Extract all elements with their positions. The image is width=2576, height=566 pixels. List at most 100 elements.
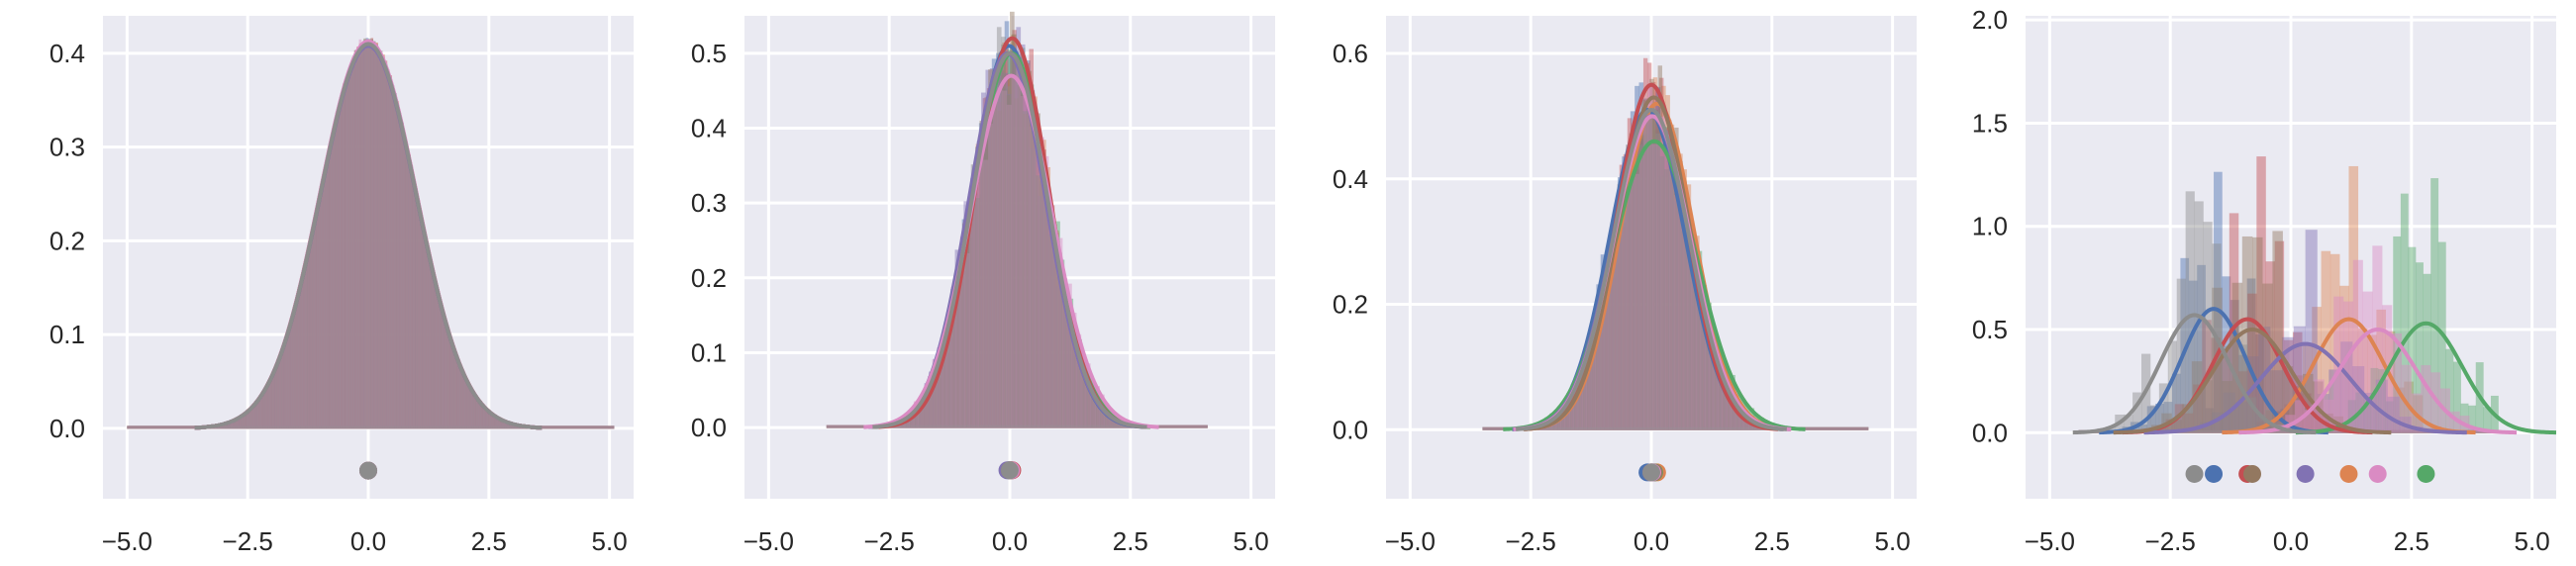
- histogram-bar: [305, 263, 308, 428]
- histogram-bar: [509, 423, 512, 428]
- histogram-bar: [1080, 357, 1086, 428]
- histogram-bar: [1108, 417, 1113, 428]
- histogram-bar: [1743, 418, 1748, 430]
- histogram-bar: [316, 208, 320, 428]
- histogram-bar: [966, 232, 972, 428]
- histogram-bar: [232, 421, 236, 428]
- histogram-bar: [412, 184, 416, 428]
- histogram-bar: [487, 411, 491, 428]
- histogram-bar: [1732, 403, 1736, 430]
- histogram-bar: [262, 391, 266, 428]
- histogram-bar: [497, 418, 500, 428]
- histogram-bar: [360, 42, 364, 428]
- histogram-bar: [965, 224, 971, 428]
- histogram-bar: [248, 410, 251, 428]
- histogram-bar: [1708, 325, 1714, 430]
- histogram-bar: [511, 424, 515, 428]
- histogram-bar: [1700, 288, 1706, 430]
- histogram-bar: [1588, 359, 1593, 430]
- histogram-bar: [1673, 200, 1678, 430]
- histogram-bar: [434, 279, 437, 428]
- histogram-bar: [1111, 417, 1117, 428]
- y-tick-label: 0.3: [691, 188, 727, 218]
- histogram-bar: [945, 311, 951, 428]
- histogram-bar: [255, 402, 259, 428]
- histogram-bar: [920, 395, 925, 428]
- histogram-bar: [475, 398, 479, 428]
- histogram-bar: [434, 277, 437, 428]
- histogram-bar: [424, 236, 428, 428]
- histogram-bar: [456, 361, 460, 428]
- histogram-bar: [1066, 283, 1072, 428]
- kde-curve: [194, 42, 543, 430]
- histogram-bar: [1026, 60, 1031, 428]
- histogram-bar: [464, 379, 467, 428]
- histogram-bar: [970, 187, 976, 428]
- histogram-bar: [936, 356, 941, 428]
- histogram-bar: [1690, 230, 1696, 430]
- histogram-bar: [468, 386, 472, 428]
- histogram-bar: [1081, 368, 1086, 428]
- histogram-bar: [328, 152, 332, 428]
- histogram-bar: [342, 87, 346, 428]
- histogram-bar: [379, 61, 383, 428]
- histogram-bar: [1683, 215, 1688, 430]
- histogram-bar: [2185, 191, 2195, 433]
- histogram-bar: [1673, 164, 1679, 430]
- kde-curve: [2238, 327, 2518, 435]
- histogram-bar: [497, 418, 500, 428]
- histogram-bar: [1667, 120, 1672, 430]
- histogram-bar: [225, 423, 229, 428]
- histogram-bar: [422, 225, 426, 428]
- histogram-bar: [1578, 366, 1584, 430]
- histogram-bar: [2222, 381, 2232, 433]
- histogram-bar: [468, 387, 472, 428]
- histogram-bar: [468, 386, 472, 428]
- histogram-bar: [2416, 262, 2424, 433]
- histogram-bar: [434, 283, 437, 428]
- histogram-bar: [244, 413, 248, 428]
- histogram-bar: [1707, 322, 1713, 430]
- histogram-bar: [410, 170, 414, 428]
- histogram-bar: [2468, 405, 2477, 433]
- histogram-bar: [998, 72, 1004, 428]
- histogram-bar: [262, 390, 266, 428]
- histogram-bar: [1016, 78, 1022, 428]
- histogram-bar: [919, 404, 925, 428]
- histogram-bar: [965, 221, 971, 428]
- histogram-bar: [494, 417, 498, 428]
- histogram-bar: [1749, 424, 1755, 430]
- histogram-bar: [1686, 220, 1692, 430]
- histogram-bar: [1018, 73, 1024, 428]
- kde-curves: [194, 39, 543, 430]
- histogram-bar: [1592, 330, 1598, 430]
- histogram-bar: [1568, 396, 1573, 430]
- histogram-bar: [2262, 283, 2273, 433]
- histogram-bar: [297, 291, 301, 428]
- histogram-bar: [1085, 379, 1090, 428]
- histogram-bar: [1023, 113, 1028, 428]
- histogram-bar: [1099, 402, 1105, 428]
- histogram-bar: [506, 423, 510, 428]
- histogram-bar: [471, 391, 474, 428]
- histogram-bar: [1691, 262, 1697, 430]
- histogram-bar: [944, 352, 949, 428]
- histogram-bar: [286, 333, 289, 428]
- histogram-bar: [1555, 421, 1561, 430]
- histogram-bar: [257, 398, 261, 428]
- histogram-bar: [1094, 401, 1100, 428]
- kde-curves: [1503, 82, 1806, 431]
- histogram-bar: [1613, 214, 1618, 430]
- histogram-bar: [321, 182, 325, 428]
- histogram-bar: [1591, 330, 1596, 430]
- histogram-bar: [952, 292, 958, 428]
- histogram-bar: [434, 278, 437, 428]
- histogram-bar: [307, 253, 311, 428]
- histogram-bar: [324, 169, 327, 428]
- histogram-bar: [403, 140, 407, 428]
- histogram-bar: [424, 239, 428, 428]
- histogram-bar: [466, 383, 470, 428]
- histogram-bar: [1686, 239, 1692, 430]
- histogram-bar: [504, 422, 507, 428]
- histogram-bar: [497, 418, 500, 428]
